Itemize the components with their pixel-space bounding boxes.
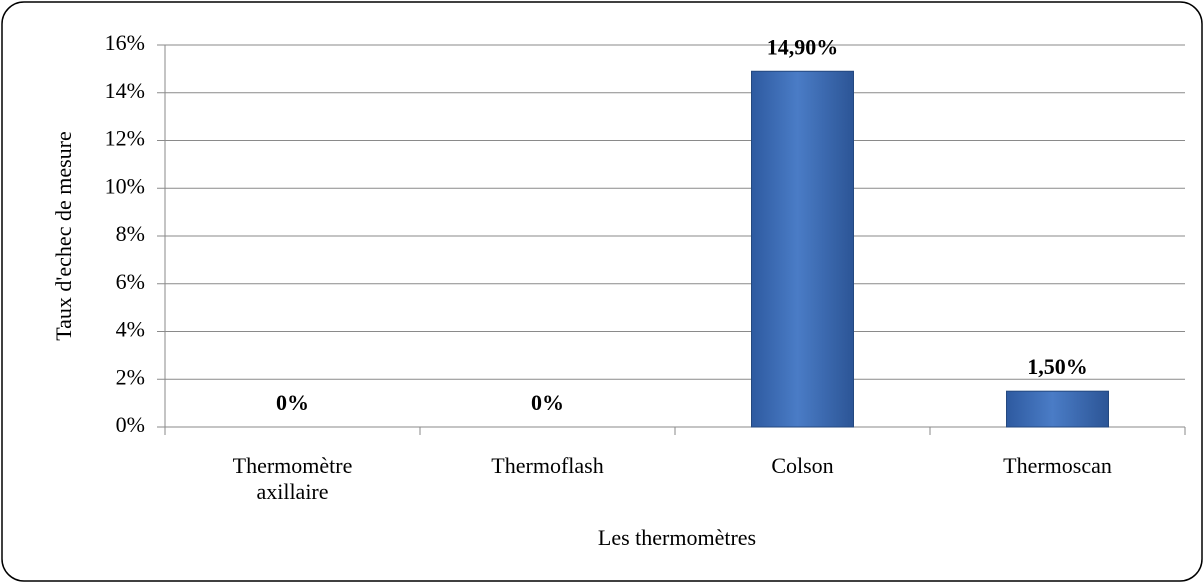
- data-label: 0%: [531, 390, 564, 415]
- bar: [1006, 390, 1109, 428]
- x-tick-label: Thermomètre axillaire: [232, 453, 353, 504]
- data-label: 14,90%: [767, 34, 839, 59]
- y-tick-label: 14%: [105, 78, 145, 103]
- y-tick-label: 6%: [116, 269, 145, 294]
- y-tick-label: 0%: [116, 412, 145, 437]
- data-label: 0%: [276, 390, 309, 415]
- bar: [751, 70, 854, 428]
- data-label: 1,50%: [1027, 354, 1088, 379]
- y-tick-label: 2%: [116, 364, 145, 389]
- y-tick-label: 10%: [105, 173, 145, 198]
- x-tick-label: Colson: [771, 453, 834, 478]
- y-axis-title: Taux d'echec de mesure: [51, 131, 76, 340]
- y-tick-label: 8%: [116, 221, 145, 246]
- y-tick-label: 4%: [116, 317, 145, 342]
- y-tick-label: 16%: [105, 30, 145, 55]
- x-axis-title: Les thermomètres: [598, 525, 756, 550]
- x-tick-label: Thermoscan: [1003, 453, 1112, 478]
- x-tick-label: Thermoflash: [491, 453, 604, 478]
- y-tick-label: 12%: [105, 126, 145, 151]
